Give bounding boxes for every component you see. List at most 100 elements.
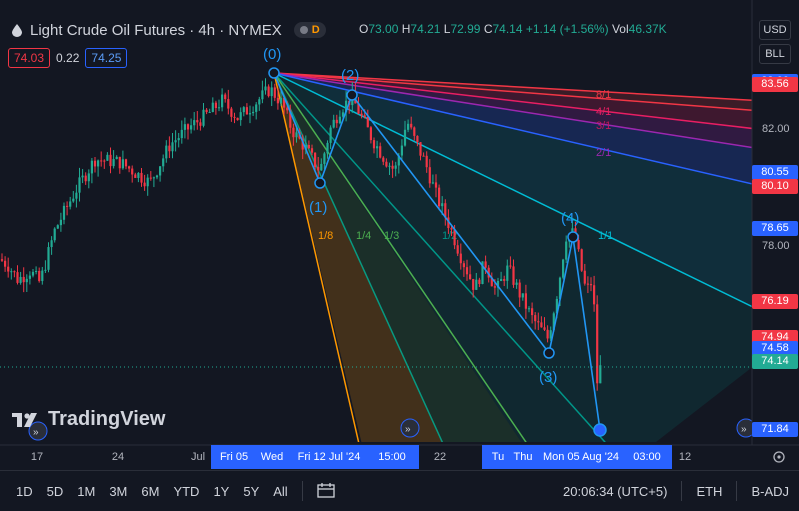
candle-body xyxy=(366,117,369,128)
calendar-range-icon[interactable] xyxy=(317,482,335,501)
status-divider xyxy=(736,481,738,501)
tv-logo-icon xyxy=(12,412,37,427)
tradingview-logo[interactable]: TradingView xyxy=(12,408,165,431)
candle-body xyxy=(180,129,183,139)
wave-point-4[interactable] xyxy=(567,231,579,243)
x-hl-mon05aug: Mon 05 Aug '24 xyxy=(542,451,620,463)
candle-body xyxy=(205,109,208,113)
candle-body xyxy=(97,160,100,167)
timeframe-6m[interactable]: 6M xyxy=(141,483,160,499)
price-chart[interactable]: 8/1 4/1 3/1 2/1 1/1 1/2 1/3 1/4 1/8 (0) … xyxy=(0,0,799,470)
candle-body xyxy=(493,286,496,288)
candle-body xyxy=(385,161,388,167)
price-tag-5: 76.19 xyxy=(752,293,798,309)
timeframe-all[interactable]: All xyxy=(273,483,288,499)
symbol-header[interactable]: Light Crude Oil Futures · 4h · NYMEX D xyxy=(10,19,326,41)
candle-body xyxy=(100,160,103,162)
ohlc-readout: O73.00 H74.21 L72.99 C74.14 +1.14 (+1.56… xyxy=(359,22,667,36)
timeframe-1y[interactable]: 1Y xyxy=(213,483,230,499)
fan-label-4-1: 4/1 xyxy=(596,106,611,118)
candle-body xyxy=(81,175,84,178)
time-range-highlight-2 xyxy=(482,445,672,469)
bid-ask-panel: 74.03 0.22 74.25 xyxy=(8,48,128,68)
session-toggle[interactable]: ETH xyxy=(696,483,723,499)
candle-body xyxy=(16,272,19,283)
x-hl-1500: 15:00 xyxy=(378,451,406,463)
ask-price[interactable]: 74.25 xyxy=(85,48,128,68)
candle-body xyxy=(462,263,465,268)
candle-body xyxy=(152,177,155,179)
fan-fill-half-third xyxy=(274,73,752,442)
candle-body xyxy=(4,260,7,267)
candle-body xyxy=(66,205,69,207)
candle-body xyxy=(267,86,270,97)
candle-body xyxy=(410,123,413,128)
candle-body xyxy=(416,135,419,143)
candle-body xyxy=(255,104,258,112)
gear-icon-center xyxy=(777,455,781,459)
gear-icon[interactable] xyxy=(773,451,785,463)
timeframe-5y[interactable]: 5Y xyxy=(243,483,260,499)
price-tag-8: 74.14 xyxy=(752,353,798,369)
candle-body xyxy=(56,225,59,229)
candle-body xyxy=(155,175,159,178)
bll-button[interactable]: BLL xyxy=(759,44,791,64)
candle-body xyxy=(159,166,162,176)
time-axis[interactable]: 17 24 Jul Fri 05 Wed Fri 12 Jul '24 15:0… xyxy=(0,445,765,469)
candle-body xyxy=(562,259,565,278)
high-label: H xyxy=(401,22,411,36)
bid-price[interactable]: 74.03 xyxy=(8,48,51,68)
candle-body xyxy=(25,278,28,283)
market-status-pill[interactable]: D xyxy=(293,22,326,38)
price-label-0: 82.00 xyxy=(762,122,790,135)
candle-body xyxy=(69,201,72,207)
candle-body xyxy=(465,267,469,275)
volume-value: 46.37K xyxy=(628,22,667,36)
candle-body xyxy=(90,160,93,174)
candle-body xyxy=(506,265,509,281)
candle-body xyxy=(236,117,239,121)
change-value: +1.14 (+1.56%) xyxy=(525,22,609,36)
symbol-title[interactable]: Light Crude Oil Futures · 4h · NYMEX xyxy=(30,21,282,39)
x-hl-wed: Wed xyxy=(260,451,284,463)
candlestick-series xyxy=(0,78,602,391)
candle-body xyxy=(261,90,264,100)
logo-text: TradingView xyxy=(48,408,166,430)
candle-body xyxy=(78,177,81,193)
wave-point-end[interactable] xyxy=(593,423,607,437)
fan-label-8-1: 8/1 xyxy=(596,89,611,101)
chart-area[interactable]: 8/1 4/1 3/1 2/1 1/1 1/2 1/3 1/4 1/8 (0) … xyxy=(0,0,799,470)
wave-point-2[interactable] xyxy=(346,89,358,101)
timeframe-ytd[interactable]: YTD xyxy=(173,483,200,499)
timeframe-3m[interactable]: 3M xyxy=(109,483,128,499)
x-tick-22: 22 xyxy=(433,451,447,463)
wave-point-3[interactable] xyxy=(543,347,555,359)
candle-body xyxy=(596,304,599,384)
timeframe-1m[interactable]: 1M xyxy=(77,483,96,499)
timeframe-5d[interactable]: 5D xyxy=(46,483,64,499)
wave-point-1[interactable] xyxy=(314,177,326,189)
candle-body xyxy=(425,155,428,168)
currency-button[interactable]: USD xyxy=(759,20,791,40)
adjustment-toggle[interactable]: B-ADJ xyxy=(751,483,789,499)
candle-body xyxy=(10,271,13,273)
candle-body xyxy=(286,107,289,111)
jump-button-1[interactable] xyxy=(400,418,420,438)
candle-body xyxy=(376,146,379,149)
clock-time[interactable]: 20:06:34 (UTC+5) xyxy=(563,483,668,499)
candle-body xyxy=(453,229,456,246)
candle-body xyxy=(295,132,298,138)
x-tick-17: 17 xyxy=(30,451,44,463)
candle-body xyxy=(44,269,47,271)
candle-body xyxy=(481,261,484,285)
candle-body xyxy=(419,142,422,156)
timeframe-1d[interactable]: 1D xyxy=(16,483,33,499)
jump-button-2[interactable] xyxy=(736,418,755,438)
fan-line-3-1 xyxy=(273,72,752,130)
high-value: 74.21 xyxy=(410,22,441,36)
gann-fan[interactable]: 8/1 4/1 3/1 2/1 1/1 1/2 1/3 1/4 1/8 (0) … xyxy=(0,46,799,470)
candle-body xyxy=(338,116,341,124)
wave-point-0[interactable] xyxy=(268,67,280,79)
scroll-left-button[interactable] xyxy=(28,421,48,441)
candle-body xyxy=(363,115,366,118)
